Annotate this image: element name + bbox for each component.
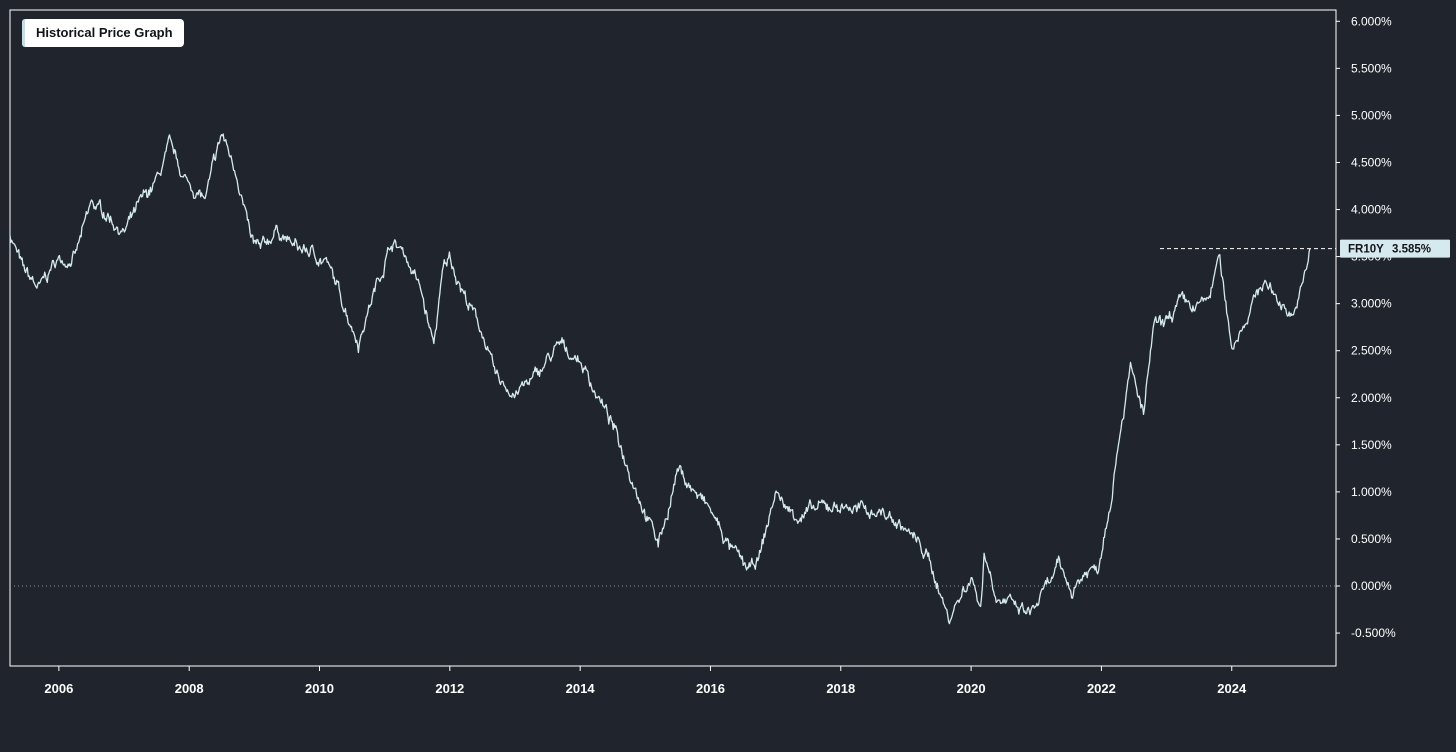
y-tick-label: 0.000%: [1351, 579, 1392, 593]
y-tick-label: 0.500%: [1351, 532, 1392, 546]
x-tick-label: 2008: [175, 681, 204, 696]
x-tick-label: 2010: [305, 681, 334, 696]
y-tick-label: 4.500%: [1351, 155, 1392, 169]
last-value-badge: FR10Y 3.585%: [1340, 239, 1450, 258]
last-value-badge-background: [1340, 239, 1450, 258]
y-tick-label: 4.000%: [1351, 203, 1392, 217]
y-tick-label: 6.000%: [1351, 14, 1392, 28]
x-tick-label: 2018: [826, 681, 855, 696]
y-tick-label: 1.000%: [1351, 485, 1392, 499]
x-tick-label: 2016: [696, 681, 725, 696]
y-tick-label: -0.500%: [1351, 626, 1396, 640]
y-tick-label: 1.500%: [1351, 438, 1392, 452]
x-tick-label: 2012: [435, 681, 464, 696]
x-tick-label: 2024: [1217, 681, 1247, 696]
x-tick-label: 2020: [957, 681, 986, 696]
y-tick-label: 5.500%: [1351, 61, 1392, 75]
price-series-line: [9, 133, 1311, 625]
y-tick-label: 2.000%: [1351, 391, 1392, 405]
y-axis: -0.500% 0.000% 0.500% 1.000% 1.500% 2.000% 2.5…: [1336, 14, 1396, 640]
y-tick-label: 3.000%: [1351, 297, 1392, 311]
last-value-text: 3.585%: [1392, 244, 1431, 256]
plot-frame: [9, 9, 1337, 667]
last-value-series-name: FR10Y: [1348, 244, 1384, 256]
x-tick-label: 2014: [566, 681, 596, 696]
x-tick-label: 2006: [44, 681, 73, 696]
x-tick-label: 2022: [1087, 681, 1116, 696]
chart-title-badge[interactable]: Historical Price Graph: [22, 19, 184, 47]
x-axis: 2006 2008 2010 2012 2014 2016 2018 2020 2022 2024: [44, 666, 1247, 696]
y-tick-label: 5.000%: [1351, 108, 1392, 122]
y-tick-label: 2.500%: [1351, 344, 1392, 358]
